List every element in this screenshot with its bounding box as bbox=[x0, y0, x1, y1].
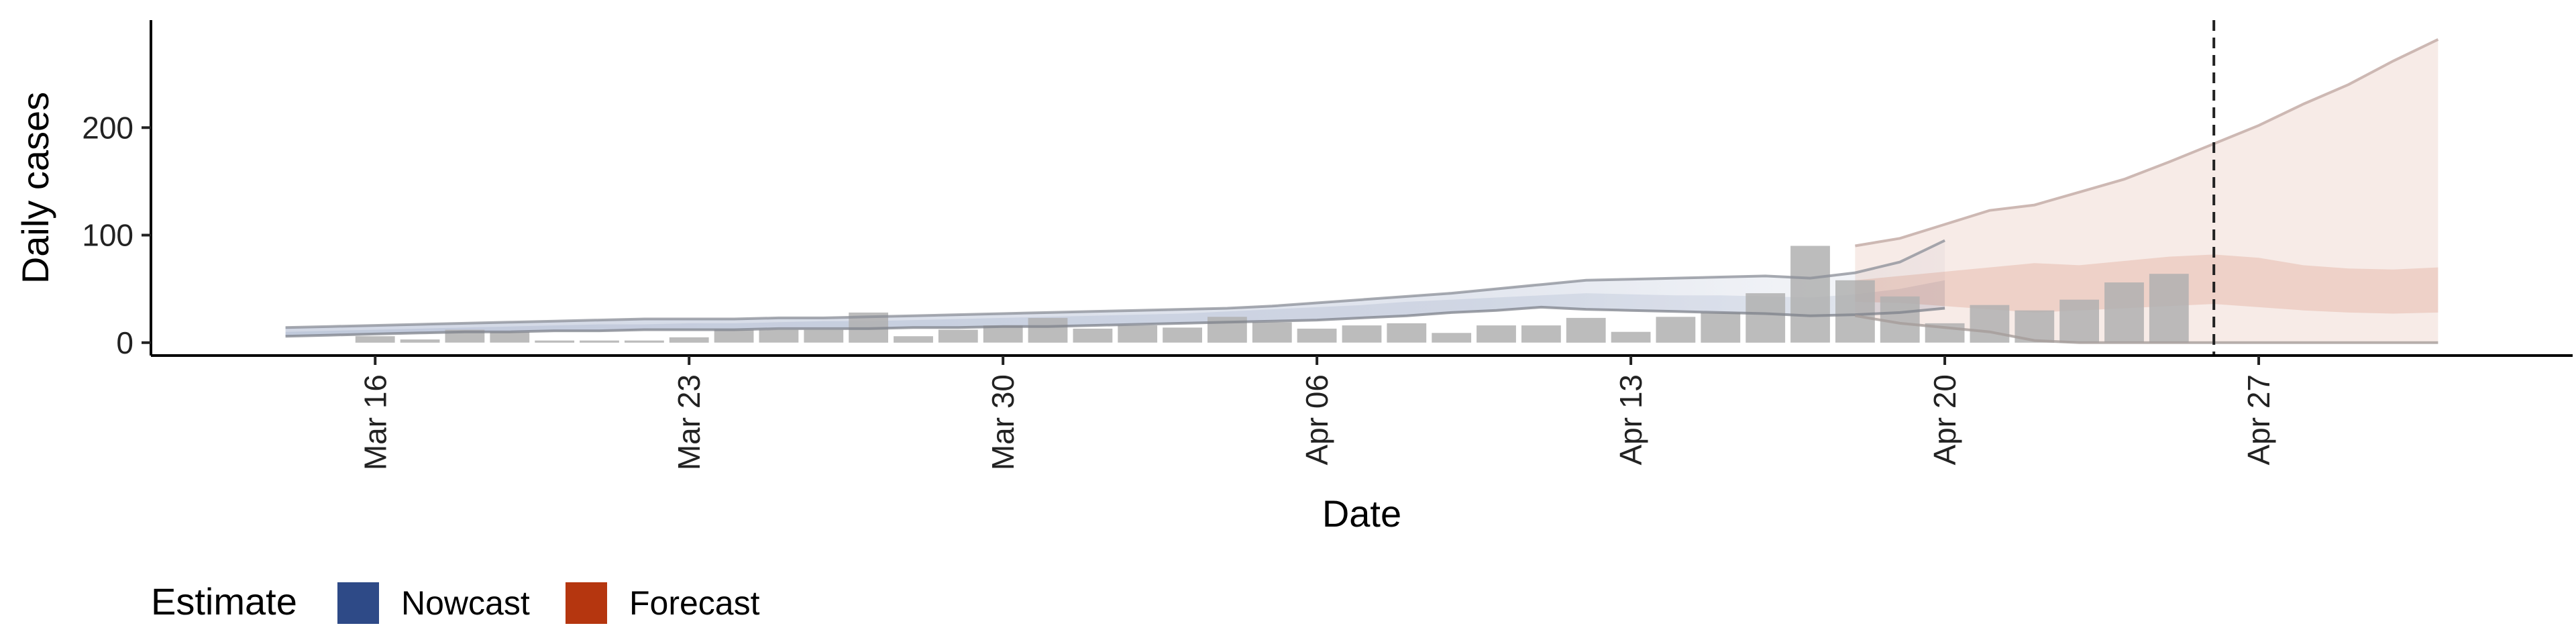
x-tick-label: Apr 13 bbox=[1613, 374, 1648, 466]
observed-bar bbox=[1970, 305, 2010, 343]
legend-title: Estimate bbox=[151, 580, 297, 623]
observed-bar bbox=[1790, 246, 1830, 343]
observed-bar bbox=[490, 331, 530, 343]
nowcast-lower-line bbox=[285, 305, 1945, 338]
x-tick-label: Apr 27 bbox=[2241, 374, 2276, 466]
observed-bar bbox=[1387, 323, 1427, 343]
observed-bar bbox=[1073, 328, 1113, 343]
forecast-outer-band bbox=[1855, 39, 2438, 343]
forecast-lower-line bbox=[1855, 314, 2438, 344]
observed-bar bbox=[759, 329, 799, 343]
y-tick-label: 0 bbox=[116, 325, 133, 360]
observed-bar bbox=[535, 340, 575, 343]
observed-bar bbox=[1163, 327, 1202, 343]
observed-bars bbox=[355, 246, 2189, 343]
x-tick-label: Mar 23 bbox=[672, 374, 706, 470]
observed-bar bbox=[1880, 296, 1920, 343]
legend-swatch-forecast bbox=[566, 582, 607, 624]
x-tick-label: Apr 06 bbox=[1299, 374, 1334, 466]
x-axis-ticks: Mar 16 Mar 23 Mar 30 Apr 06 Apr 13 Apr 20 Apr … bbox=[358, 356, 2276, 470]
observed-bar bbox=[804, 329, 844, 343]
legend-swatch-nowcast bbox=[337, 582, 379, 624]
observed-bar bbox=[355, 336, 395, 343]
observed-bar bbox=[400, 339, 440, 343]
observed-bar bbox=[580, 340, 619, 343]
y-tick-label: 100 bbox=[82, 218, 133, 253]
legend-label-forecast: Forecast bbox=[629, 584, 760, 622]
observed-bar bbox=[625, 340, 664, 343]
observed-bar bbox=[714, 329, 754, 343]
observed-bar bbox=[1297, 328, 1337, 343]
observed-bar bbox=[1477, 325, 1516, 343]
observed-bar bbox=[983, 325, 1023, 343]
observed-bar bbox=[1656, 317, 1696, 343]
observed-bar bbox=[1432, 333, 1472, 343]
legend: Estimate Nowcast Forecast bbox=[151, 580, 760, 624]
y-tick-label: 200 bbox=[82, 110, 133, 145]
y-axis-title: Daily cases bbox=[14, 92, 56, 284]
y-axis-ticks: 0 100 200 bbox=[82, 110, 151, 360]
observed-bar bbox=[2059, 299, 2099, 343]
observed-bar bbox=[1028, 317, 1068, 343]
observed-bar bbox=[1118, 325, 1158, 343]
observed-bar bbox=[1521, 325, 1561, 343]
nowcast-upper-line bbox=[285, 239, 1945, 329]
observed-bar bbox=[1611, 331, 1651, 343]
legend-label-nowcast: Nowcast bbox=[401, 584, 530, 622]
observed-bar bbox=[669, 337, 709, 343]
observed-bar bbox=[2149, 274, 2189, 343]
nowcast-outer-band bbox=[285, 240, 1945, 337]
observed-bar bbox=[1252, 322, 1292, 343]
observed-bar bbox=[2104, 282, 2144, 343]
x-axis-title: Date bbox=[1322, 492, 1401, 535]
interval-bands bbox=[285, 39, 2438, 343]
observed-bar bbox=[1342, 325, 1382, 343]
observed-bar bbox=[1701, 312, 1741, 343]
observed-bar bbox=[1566, 317, 1606, 343]
forecast-upper-line bbox=[1855, 38, 2439, 248]
x-tick-label: Mar 30 bbox=[985, 374, 1020, 470]
observed-bar bbox=[1835, 280, 1875, 343]
observed-bar bbox=[938, 329, 978, 343]
x-tick-label: Mar 16 bbox=[358, 374, 392, 470]
x-tick-label: Apr 20 bbox=[1927, 374, 1962, 466]
interval-lines bbox=[285, 38, 2439, 344]
observed-bar bbox=[894, 336, 933, 343]
forecast-inner-band bbox=[1855, 254, 2438, 314]
observed-bar bbox=[1746, 293, 1786, 343]
